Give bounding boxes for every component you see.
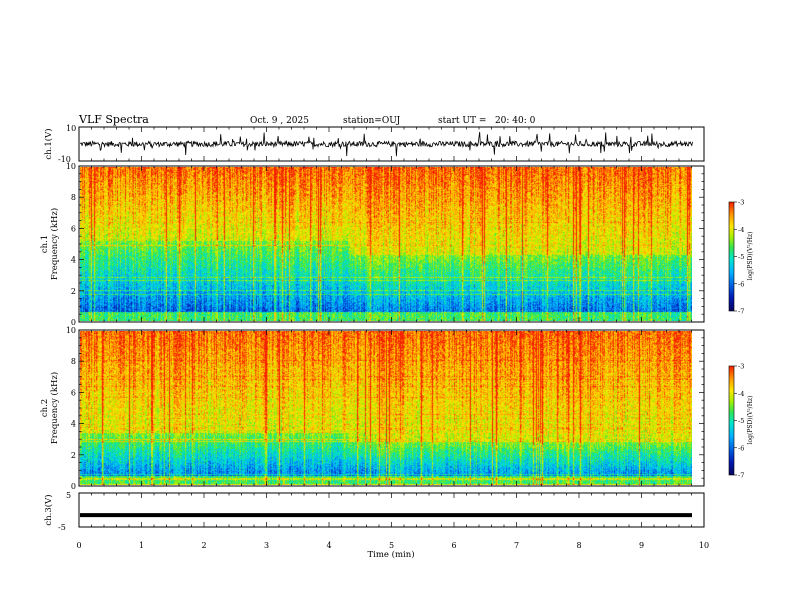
x-tick-label: 9 — [639, 541, 644, 550]
ch3-ytick-bottom: -5 — [58, 523, 66, 532]
y-tick-label: 8 — [71, 193, 76, 202]
ch2-colorbar-label: log(PSD)(V²/Hz) — [747, 396, 754, 445]
colorbar-tick-label: -4 — [738, 226, 744, 234]
x-tick-label: 7 — [514, 541, 519, 550]
ch1-spectrogram-image — [80, 167, 692, 321]
ch3-ytick-top: 5 — [66, 491, 71, 500]
ch2-frequency-label: Frequency (kHz) — [49, 372, 60, 444]
colorbar-tick-label: -3 — [738, 363, 744, 371]
ch1-colorbar-ticks: -3 -4 -5 -6 -7 — [734, 199, 744, 316]
date-label: Oct. 9 , 2025 — [250, 116, 309, 126]
figure-title: VLF Spectra — [78, 113, 149, 126]
ch2-colorbar — [728, 365, 735, 476]
ch2-yticks: 0 2 4 6 8 10 — [66, 326, 704, 491]
colorbar-tick-label: -7 — [738, 308, 744, 316]
ch1-yticks: 0 2 4 6 8 10 — [66, 162, 704, 327]
ch1-frequency-label: Frequency (kHz) — [49, 208, 60, 280]
ch2-colorbar-ticks: -3 -4 -5 -6 -7 — [734, 363, 744, 480]
colorbar-tick-label: -7 — [738, 472, 744, 480]
ch1-colorbar-label: log(PSD)(V²/Hz) — [747, 232, 754, 281]
ch3-waveform-frame — [78, 492, 705, 528]
y-tick-label: 10 — [66, 326, 76, 335]
x-tick-label: 5 — [389, 541, 394, 550]
y-tick-label: 4 — [71, 256, 76, 265]
colorbar-tick-label: -5 — [738, 253, 744, 261]
y-tick-label: 2 — [71, 287, 76, 296]
ch1-waveform-ylabel: ch.1(V) — [43, 128, 54, 159]
ch2-spectrogram-image — [80, 331, 692, 485]
y-tick-label: 0 — [71, 482, 76, 491]
ch1-colorbar — [728, 201, 735, 312]
y-tick-label: 8 — [71, 357, 76, 366]
colorbar-tick-label: -6 — [738, 280, 744, 288]
colorbar-tick-label: -5 — [738, 417, 744, 425]
x-tick-label: 2 — [201, 541, 206, 550]
ch1-ytick-bottom: -10 — [58, 155, 71, 164]
y-tick-label: 4 — [71, 420, 76, 429]
ch1-ytick-top: 10 — [66, 124, 76, 133]
x-tick-label: 1 — [139, 541, 144, 550]
ch3-waveform-panel: 5 -5 ch.3(V) — [43, 491, 705, 532]
y-tick-label: 0 — [71, 318, 76, 327]
y-tick-label: 10 — [66, 162, 76, 171]
ch1-waveform-trace — [79, 131, 693, 157]
station-label: station=OUJ — [343, 116, 401, 126]
y-tick-label: 6 — [71, 388, 76, 397]
colorbar-tick-label: -3 — [738, 199, 744, 207]
colorbar-tick-label: -6 — [738, 444, 744, 452]
x-tick-label: 6 — [451, 541, 456, 550]
start-time-label: start UT = 20: 40: 0 — [438, 116, 536, 126]
x-tick-label: 10 — [699, 541, 709, 550]
colorbar-tick-label: -4 — [738, 390, 744, 398]
ch3-waveform-ylabel: ch.3(V) — [43, 494, 54, 525]
x-tick-label: 0 — [76, 541, 81, 550]
y-tick-label: 6 — [71, 224, 76, 233]
y-tick-label: 2 — [71, 451, 76, 460]
ch1-waveform-panel: 10 -10 ch.1(V) — [43, 124, 705, 164]
x-tick-label: 3 — [264, 541, 269, 550]
ch2-channel-label: ch.2 — [40, 399, 50, 417]
time-axis-label: Time (min) — [367, 549, 414, 560]
time-axis: 0 1 2 3 4 5 6 7 8 9 10 — [76, 127, 709, 550]
x-tick-label: 4 — [326, 541, 331, 550]
ch1-channel-label: ch.1 — [40, 235, 50, 253]
x-tick-label: 8 — [576, 541, 581, 550]
